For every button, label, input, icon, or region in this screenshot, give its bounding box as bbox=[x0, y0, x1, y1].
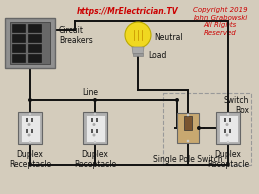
Bar bbox=[229, 118, 231, 121]
Polygon shape bbox=[132, 47, 144, 54]
Bar bbox=[184, 116, 192, 130]
Bar bbox=[229, 129, 231, 133]
Bar bbox=[83, 112, 107, 144]
Circle shape bbox=[92, 123, 96, 126]
Bar bbox=[224, 118, 226, 121]
Bar bbox=[219, 114, 238, 141]
Bar bbox=[12, 24, 25, 32]
Text: Duplex
Receptacle: Duplex Receptacle bbox=[207, 150, 249, 169]
Text: Load: Load bbox=[148, 51, 166, 60]
Bar bbox=[28, 24, 41, 32]
Bar bbox=[12, 34, 25, 42]
Text: Duplex
Receptacle: Duplex Receptacle bbox=[9, 150, 51, 169]
Bar bbox=[31, 118, 33, 121]
Bar bbox=[85, 114, 104, 141]
Circle shape bbox=[227, 141, 229, 143]
Circle shape bbox=[125, 22, 151, 48]
Text: Single Pole Switch: Single Pole Switch bbox=[153, 155, 223, 164]
Circle shape bbox=[94, 141, 96, 143]
Bar bbox=[96, 129, 98, 133]
Bar bbox=[224, 129, 226, 133]
Circle shape bbox=[187, 114, 189, 116]
Text: Line: Line bbox=[82, 88, 98, 97]
Text: Neutral: Neutral bbox=[154, 33, 183, 42]
Bar bbox=[177, 113, 199, 143]
Bar bbox=[96, 118, 98, 121]
Circle shape bbox=[92, 133, 96, 137]
Bar bbox=[18, 112, 42, 144]
Circle shape bbox=[226, 133, 228, 137]
Circle shape bbox=[175, 98, 179, 102]
Text: Duplex
Receptacle: Duplex Receptacle bbox=[74, 150, 116, 169]
Text: Switch
Box: Switch Box bbox=[224, 96, 249, 115]
Circle shape bbox=[94, 113, 96, 115]
Circle shape bbox=[27, 123, 31, 126]
Bar bbox=[31, 129, 33, 133]
Bar bbox=[28, 54, 41, 62]
Bar bbox=[12, 54, 25, 62]
Circle shape bbox=[27, 133, 31, 137]
Bar bbox=[28, 44, 41, 52]
Bar bbox=[26, 129, 28, 133]
Circle shape bbox=[93, 98, 97, 102]
Bar bbox=[10, 22, 50, 64]
Bar bbox=[91, 118, 93, 121]
Bar bbox=[12, 44, 25, 52]
Bar bbox=[5, 18, 55, 68]
Text: Circuit
Breakers: Circuit Breakers bbox=[59, 26, 93, 45]
Bar bbox=[26, 118, 28, 121]
Circle shape bbox=[29, 141, 31, 143]
Circle shape bbox=[28, 98, 32, 102]
Bar bbox=[163, 93, 251, 165]
Bar bbox=[133, 53, 143, 56]
Circle shape bbox=[226, 123, 228, 126]
Bar bbox=[20, 114, 40, 141]
Bar bbox=[28, 34, 41, 42]
Circle shape bbox=[227, 113, 229, 115]
Text: https://MrElectrician.TV: https://MrElectrician.TV bbox=[77, 7, 179, 16]
Circle shape bbox=[29, 113, 31, 115]
Circle shape bbox=[197, 126, 201, 130]
Text: Copyright 2019
John Grabowski
All Rights
Reserved: Copyright 2019 John Grabowski All Rights… bbox=[193, 7, 247, 36]
Bar bbox=[91, 129, 93, 133]
Bar bbox=[216, 112, 240, 144]
Circle shape bbox=[187, 140, 189, 142]
